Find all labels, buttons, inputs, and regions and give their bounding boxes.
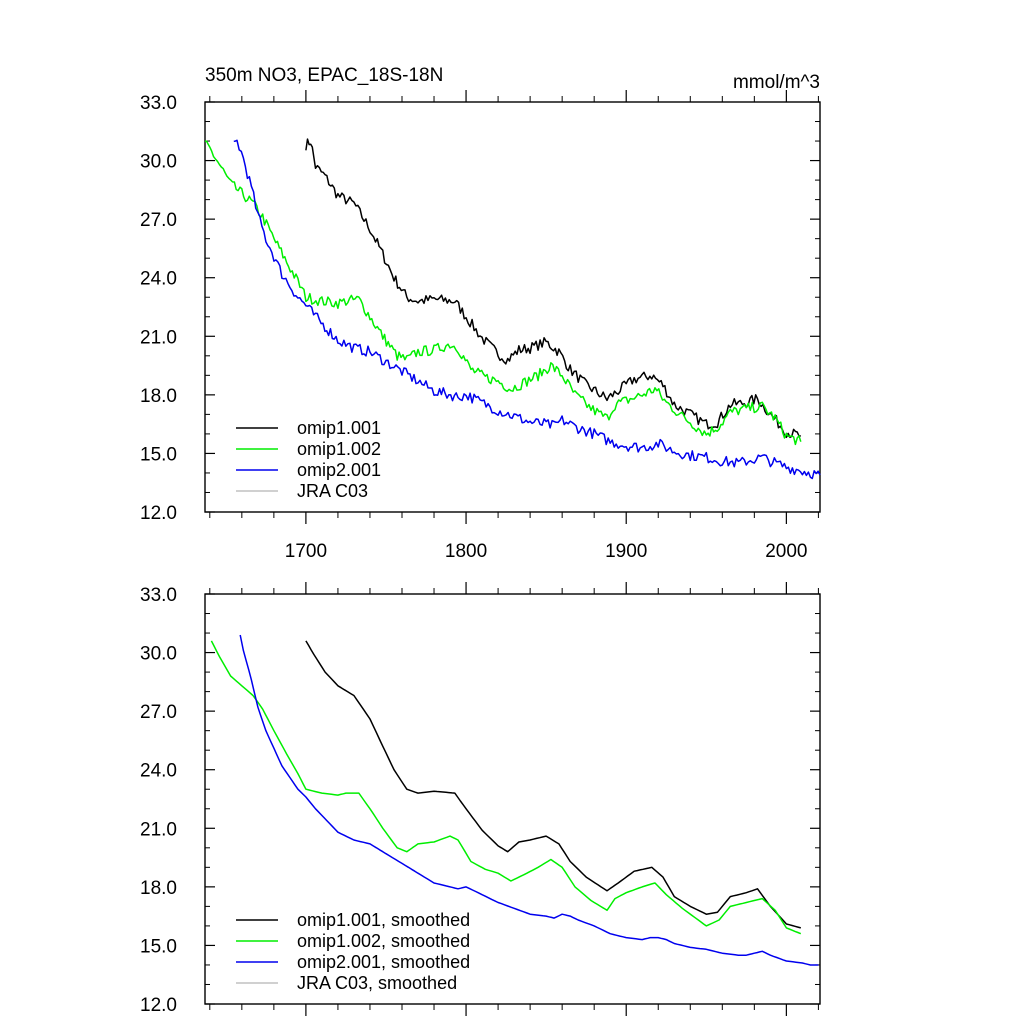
x-tick-label: 1700 [285,541,327,562]
series-line-omip2-001 [233,139,821,480]
legend-label: omip1.002, smoothed [297,931,470,951]
legend-label: omip2.001, smoothed [297,952,470,972]
units-label: mmol/m^3 [733,72,820,93]
x-tick-label: 2000 [765,541,807,562]
y-tick-label: 21.0 [140,819,177,840]
y-tick-label: 33.0 [140,93,177,114]
y-tick-label: 18.0 [140,386,177,407]
y-tick-label: 30.0 [140,152,177,173]
y-tick-label: 27.0 [140,702,177,723]
legend-label: omip1.001, smoothed [297,910,470,930]
y-tick-label: 18.0 [140,878,177,899]
y-tick-label: 15.0 [140,936,177,957]
series-line-omip1-002-smoothed [210,640,802,935]
y-tick-label: 33.0 [140,585,177,606]
series-line-omip1-001-smoothed [305,640,801,929]
y-tick-label: 12.0 [140,995,177,1016]
x-tick-label: 1800 [445,541,487,562]
legend-label: omip1.002 [297,439,381,459]
series-line-omip2-001-smoothed [239,634,819,966]
y-tick-label: 12.0 [140,503,177,524]
y-tick-label: 27.0 [140,210,177,231]
y-tick-label: 21.0 [140,327,177,348]
chart-title: 350m NO3, EPAC_18S-18N [205,65,443,86]
legend-label: omip2.001 [297,460,381,480]
series-line-omip1-002 [204,140,802,446]
legend-label: JRA C03, smoothed [297,973,457,993]
y-tick-label: 30.0 [140,644,177,665]
y-tick-label: 15.0 [140,444,177,465]
plot-frame [204,101,821,513]
y-tick-label: 24.0 [140,761,177,782]
y-tick-label: 24.0 [140,269,177,290]
legend-label: omip1.001 [297,418,381,438]
series-line-omip1-001 [305,138,801,439]
x-tick-label: 1900 [605,541,647,562]
plot-frame [204,593,821,1005]
legend-label: JRA C03 [297,481,368,501]
